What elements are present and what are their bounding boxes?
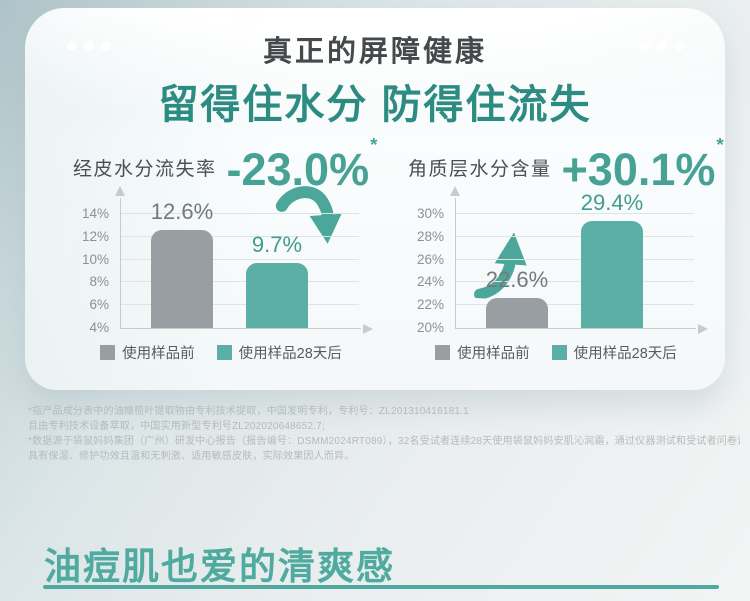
y-tick-label: 22% (416, 297, 444, 313)
legend-swatch (100, 345, 116, 360)
page-title: 真正的屏障健康 (262, 36, 487, 68)
footnotes: *指产品成分表中的油橄榄叶提取物由专利技术提取，中国发明专利，专利号：ZL201… (28, 404, 740, 464)
bar-before-use (486, 298, 548, 328)
y-axis-ticks: 4% 6% 8% 10% 12% 14% (65, 198, 115, 335)
gridline (121, 304, 359, 306)
gridline (121, 281, 359, 283)
y-tick-label: 4% (89, 320, 109, 335)
moisture-bar-chart: 角质层水分含量 +30.1%* 20% 22% 24% 26% 28% 30% 22.6%… (400, 135, 724, 363)
y-tick-label: 24% (416, 274, 444, 290)
y-tick-label: 20% (416, 320, 444, 335)
chart-title: 角质层水分含量 (408, 158, 552, 180)
footnote-line: 且由专利技术设备萃取，中国实用新型专利号ZL202020648652.7; (28, 421, 325, 432)
dot-icon (101, 41, 111, 51)
tewl-bar-chart: 经皮水分流失率 -23.0%* 4% 6% 8% 10% 12% 14% 12.6% 9.7… (65, 135, 378, 363)
section-heading: 油痘肌也爱的清爽感 (44, 546, 395, 587)
gridline (456, 235, 694, 237)
decorative-dots-left-icon (67, 41, 111, 51)
y-tick-label: 28% (416, 228, 444, 244)
legend-swatch (435, 345, 451, 360)
footnote-line: 具有保湿、修护功效且温和无刺激、适用敏感皮肤，实际效果因人而异。 (28, 451, 355, 462)
bar-plot: 22.6% 29.4% (449, 186, 708, 334)
trend-down-arrow-icon (275, 186, 342, 244)
section-underline (43, 585, 719, 589)
x-axis-arrow-icon (698, 324, 708, 334)
legend-label: 使用样品前 (122, 346, 195, 362)
bar-value-label: 22.6% (485, 267, 549, 293)
bar-after-28-days (581, 220, 643, 328)
bar-value-label: 12.6% (150, 198, 214, 224)
legend-label: 使用样品28天后 (238, 346, 342, 362)
y-tick-label: 6% (89, 297, 109, 313)
bar-after-28-days (246, 263, 308, 328)
chart-legend: 使用样品前 使用样品28天后 (65, 342, 377, 363)
y-axis-arrow-icon (114, 186, 125, 196)
bar-value-label: 29.4% (580, 189, 644, 215)
y-tick-label: 12% (81, 228, 109, 244)
y-axis-ticks: 20% 22% 24% 26% 28% 30% (400, 198, 450, 335)
gridline (121, 258, 359, 260)
legend-item: 使用样品前 (435, 342, 530, 363)
gridline (456, 281, 694, 283)
asterisk-note: * (370, 135, 378, 157)
footnote-line: *数据源于袋鼠妈妈集团（广州）研发中心报告（报告编号：DSMM2024RT089… (28, 436, 740, 447)
dot-icon (657, 41, 667, 51)
y-tick-label: 10% (81, 251, 109, 267)
page-subtitle: 留得住水分 防得住流失 (158, 83, 592, 127)
gridline (121, 212, 359, 214)
trend-up-arrow-icon (474, 232, 527, 300)
y-tick-label: 14% (81, 205, 109, 221)
legend-item: 使用样品前 (100, 342, 195, 363)
decorative-dots-right-icon (640, 41, 684, 51)
chart-delta-value: +30.1%* (561, 135, 724, 195)
chart-header: 经皮水分流失率 -23.0%* (65, 135, 378, 195)
gridline (456, 304, 694, 306)
chart-legend: 使用样品前 使用样品28天后 (400, 342, 712, 363)
legend-item: 使用样品28天后 (551, 342, 677, 363)
chart-delta-value: -23.0%* (226, 135, 378, 195)
dot-icon (67, 41, 77, 51)
legend-swatch (551, 345, 567, 360)
legend-label: 使用样品前 (457, 346, 530, 362)
bar-plot: 12.6% 9.7% (114, 186, 373, 334)
dot-icon (640, 41, 650, 51)
bar-before-use (151, 229, 213, 328)
y-tick-label: 30% (416, 205, 444, 221)
footnote-line: *指产品成分表中的油橄榄叶提取物由专利技术提取，中国发明专利，专利号：ZL201… (28, 406, 469, 417)
gridline (456, 212, 694, 214)
legend-item: 使用样品28天后 (216, 342, 342, 363)
y-tick-label: 8% (89, 274, 109, 290)
gridline (121, 235, 359, 237)
y-tick-label: 26% (416, 251, 444, 267)
chart-header: 角质层水分含量 +30.1%* (400, 135, 724, 192)
legend-label: 使用样品28天后 (573, 346, 677, 362)
gridline (456, 258, 694, 260)
x-axis-arrow-icon (363, 324, 373, 334)
legend-swatch (216, 345, 232, 360)
info-card: 真正的屏障健康 留得住水分 防得住流失 经皮水分流失率 -23.0%* 4% 6%… (25, 8, 725, 390)
bar-value-label: 9.7% (251, 232, 303, 257)
dot-icon (84, 41, 94, 51)
y-axis-arrow-icon (449, 186, 460, 196)
dot-icon (674, 41, 684, 51)
asterisk-note: * (716, 135, 724, 157)
chart-title: 经皮水分流失率 (73, 158, 217, 180)
